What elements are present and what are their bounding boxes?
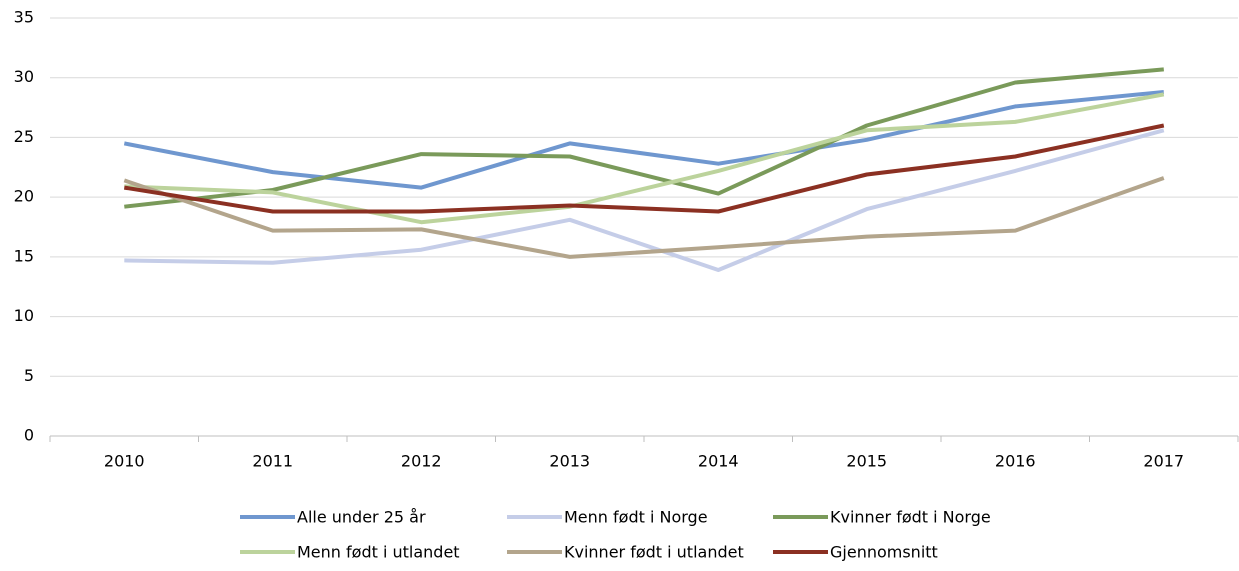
- y-tick-label: 15: [14, 246, 34, 265]
- x-tick-label: 2015: [846, 452, 887, 471]
- legend-label: Gjennomsnitt: [830, 543, 938, 562]
- legend-label: Kvinner født i Norge: [830, 508, 991, 527]
- y-tick-label: 30: [14, 67, 34, 86]
- legend-label: Kvinner født i utlandet: [564, 543, 744, 562]
- y-tick-label: 0: [24, 426, 34, 445]
- legend-label: Menn født i utlandet: [297, 543, 460, 562]
- y-tick-label: 20: [14, 187, 34, 206]
- x-tick-label: 2016: [995, 452, 1036, 471]
- series-line: [123, 90, 1164, 190]
- x-tick-label: 2017: [1143, 452, 1184, 471]
- legend-label: Menn født i Norge: [564, 508, 708, 527]
- x-tick-label: 2010: [104, 452, 145, 471]
- y-tick-label: 25: [14, 127, 34, 146]
- y-tick-label: 5: [24, 366, 34, 385]
- series-line: [123, 123, 1165, 214]
- x-tick-label: 2013: [549, 452, 590, 471]
- y-tick-label: 10: [14, 306, 34, 325]
- series-line: [124, 92, 1165, 225]
- series-line: [124, 128, 1165, 272]
- y-tick-label: 35: [14, 8, 34, 27]
- series-line: [124, 67, 1164, 209]
- legend-label: Alle under 25 år: [297, 508, 426, 527]
- series-line: [123, 176, 1165, 259]
- x-tick-label: 2012: [401, 452, 442, 471]
- x-tick-label: 2014: [698, 452, 739, 471]
- x-tick-label: 2011: [252, 452, 293, 471]
